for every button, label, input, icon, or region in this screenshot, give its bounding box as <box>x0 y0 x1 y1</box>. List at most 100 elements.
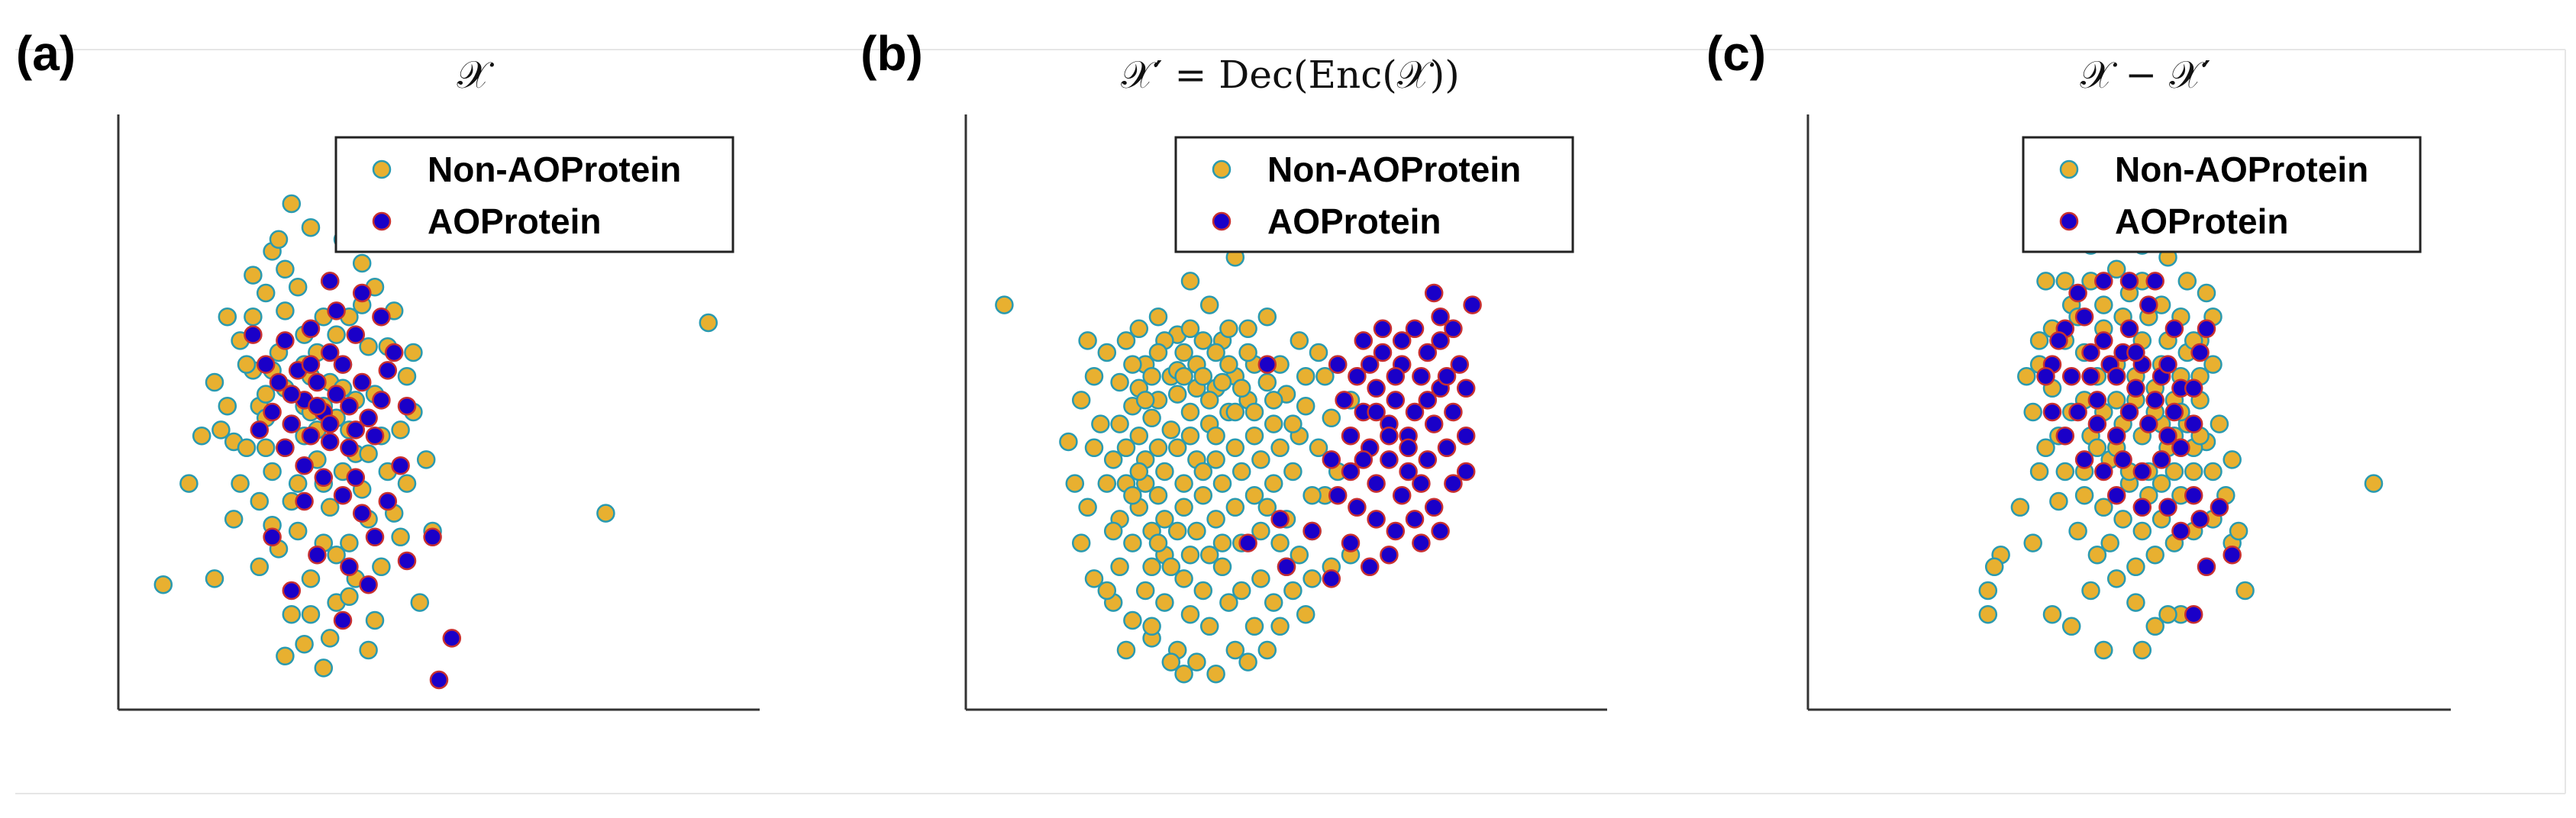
series-aoprotein <box>2036 272 2242 624</box>
aoprotein-point <box>2139 414 2158 433</box>
aoprotein-point <box>2106 426 2126 446</box>
scatter-panel-c: (c) 𝒳 − 𝒳′ Non-AOProtein AOProtein <box>1706 26 2451 711</box>
aoprotein-point <box>2087 414 2107 433</box>
aoprotein-point <box>2184 604 2203 624</box>
non-aoprotein-point <box>1155 462 1174 481</box>
aoprotein-point <box>1270 510 1290 529</box>
aoprotein-point <box>282 385 302 404</box>
aoprotein-point <box>2145 272 2164 291</box>
aoprotein-point <box>2106 485 2126 505</box>
aoprotein-point <box>1360 557 1380 577</box>
legend-entry: Non-AOProtein <box>428 150 681 189</box>
aoprotein-point <box>263 527 282 547</box>
non-aoprotein-point <box>1129 426 1149 446</box>
aoprotein-point <box>1405 402 1425 422</box>
aoprotein-point <box>2171 521 2190 541</box>
aoprotein-point <box>1444 474 1463 493</box>
non-aoprotein-point <box>1257 498 1277 517</box>
non-aoprotein-point <box>301 217 321 237</box>
aoprotein-point <box>1437 438 1457 458</box>
non-aoprotein-point <box>301 604 321 624</box>
non-aoprotein-point <box>1206 664 1225 684</box>
non-aoprotein-point <box>237 355 257 374</box>
scatter-panel-a: (a) 𝒳 Non-AOProtein AOProtein <box>16 26 760 711</box>
non-aoprotein-point <box>1174 474 1193 493</box>
non-aoprotein-point <box>596 504 615 523</box>
non-aoprotein-point <box>1174 343 1193 362</box>
aoprotein-point <box>1418 343 1438 362</box>
aoprotein-point <box>1367 402 1386 422</box>
aoprotein-point <box>2158 498 2177 517</box>
non-aoprotein-point <box>1296 604 1315 624</box>
non-aoprotein-point <box>2061 617 2081 636</box>
aoprotein-point <box>2184 414 2203 433</box>
non-aoprotein-point <box>1232 581 1251 601</box>
non-aoprotein-point <box>1084 569 1104 588</box>
non-aoprotein-point <box>1180 319 1200 339</box>
non-aoprotein-point <box>250 491 270 511</box>
non-aoprotein-point <box>320 629 340 648</box>
non-aoprotein-point <box>211 420 231 440</box>
non-aoprotein-point <box>1097 343 1117 362</box>
aoprotein-point <box>2132 462 2152 481</box>
aoprotein-point <box>2197 557 2216 577</box>
non-aoprotein-point <box>1142 366 1161 386</box>
non-aoprotein-point <box>1225 640 1245 660</box>
aoprotein-point <box>1437 366 1457 386</box>
non-aoprotein-point <box>295 634 314 654</box>
aoprotein-point <box>308 372 327 392</box>
aoprotein-point <box>333 610 353 630</box>
aoprotein-point <box>1367 510 1386 529</box>
non-aoprotein-point <box>2055 462 2075 481</box>
non-aoprotein-point <box>1116 438 1136 458</box>
non-aoprotein-point <box>1148 307 1168 327</box>
non-aoprotein-point <box>1225 498 1245 517</box>
aoprotein-point <box>2210 498 2229 517</box>
aoprotein-point <box>2036 366 2055 386</box>
legend-entry: AOProtein <box>428 201 601 241</box>
non-aoprotein-point <box>327 545 346 565</box>
aoprotein-point <box>1418 391 1438 410</box>
aoprotein-point <box>1450 355 1470 374</box>
non-aoprotein-point <box>2126 557 2145 577</box>
aoprotein-point <box>1367 378 1386 398</box>
aoprotein-point <box>1354 450 1374 469</box>
non-aoprotein-point <box>1065 474 1085 493</box>
aoprotein-point <box>244 325 263 344</box>
aoprotein-point <box>2042 402 2062 422</box>
non-aoprotein-point <box>1199 295 1219 314</box>
non-aoprotein-point <box>2364 474 2384 493</box>
non-aoprotein-point <box>1238 343 1257 362</box>
non-aoprotein-point <box>1257 372 1277 392</box>
non-aoprotein-point <box>1071 391 1091 410</box>
aoprotein-point <box>1328 485 1348 505</box>
non-aoprotein-point <box>153 575 173 594</box>
non-aoprotein-point <box>1110 557 1129 577</box>
non-aoprotein-point <box>1270 533 1290 552</box>
non-aoprotein-point <box>1225 402 1245 422</box>
aoprotein-point <box>263 402 282 422</box>
non-aoprotein-point <box>699 313 718 333</box>
non-aoprotein-point <box>2100 533 2119 552</box>
non-aoprotein-point <box>256 283 276 303</box>
aoprotein-point <box>1341 462 1361 481</box>
non-aoprotein-point <box>1148 438 1168 458</box>
non-aoprotein-point <box>288 474 308 493</box>
aoprotein-point <box>2055 426 2075 446</box>
aoprotein-point <box>327 301 346 320</box>
non-aoprotein-point <box>1174 664 1193 684</box>
non-aoprotein-point <box>1212 533 1232 552</box>
aoprotein-point <box>2190 510 2210 529</box>
aoprotein-point <box>346 420 366 440</box>
non-aoprotein-point <box>2210 414 2229 433</box>
aoprotein-point <box>1424 283 1444 303</box>
non-aoprotein-point <box>1187 652 1206 671</box>
non-aoprotein-point <box>1187 521 1206 541</box>
non-aoprotein-point <box>2177 272 2197 291</box>
non-aoprotein-point <box>1244 402 1264 422</box>
non-aoprotein-point <box>1123 355 1142 374</box>
non-aoprotein-point <box>410 593 430 612</box>
aoprotein-point <box>1348 366 1367 386</box>
non-aoprotein-point <box>1180 272 1200 291</box>
aoprotein-point <box>301 319 321 339</box>
